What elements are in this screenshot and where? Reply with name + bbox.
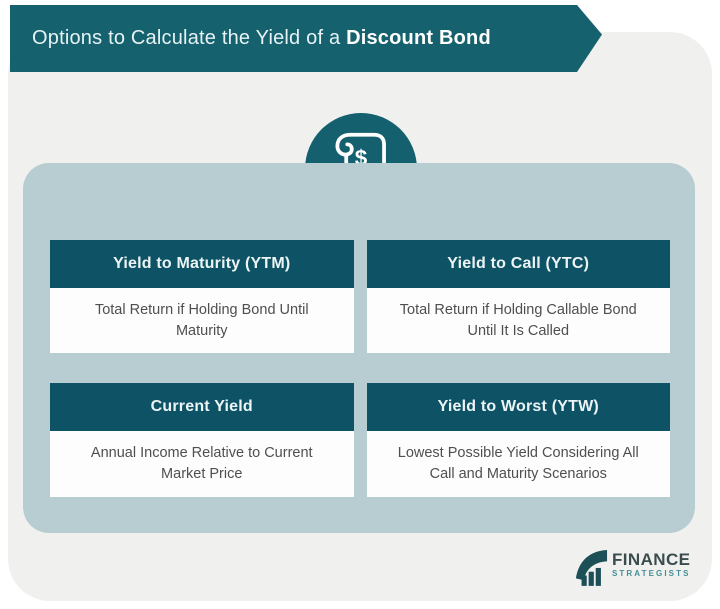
- card-header: Current Yield: [50, 383, 354, 431]
- page-title: Options to Calculate the Yield of a Disc…: [10, 27, 491, 50]
- logo-mark-icon: [575, 550, 608, 586]
- title-text: Options to Calculate the Yield of a: [32, 27, 347, 49]
- logo-wordmark: FINANCE STRATEGISTS: [612, 550, 691, 579]
- card-body: Annual Income Relative to Current Market…: [50, 431, 354, 497]
- card-header: Yield to Worst (YTW): [366, 383, 670, 431]
- logo-finance-text: FINANCE: [612, 550, 691, 569]
- logo-strategists-text: STRATEGISTS: [612, 569, 691, 578]
- card-title: Current Yield: [150, 398, 253, 415]
- card-yield-to-worst: Yield to Worst (YTW) Lowest Possible Yie…: [366, 383, 670, 497]
- card-body: Total Return if Holding Bond Until Matur…: [50, 288, 354, 353]
- card-title: Yield to Worst (YTW): [437, 398, 599, 415]
- card-body: Total Return if Holding Callable Bond Un…: [366, 288, 670, 353]
- card-description: Lowest Possible Yield Considering All Ca…: [397, 445, 639, 482]
- card-title: Yield to Call (YTC): [447, 255, 590, 272]
- card-title: Yield to Maturity (YTM): [113, 255, 291, 272]
- card-body: Lowest Possible Yield Considering All Ca…: [366, 431, 670, 497]
- card-yield-to-call: Yield to Call (YTC) Total Return if Hold…: [366, 240, 670, 353]
- card-header: Yield to Maturity (YTM): [50, 240, 354, 288]
- card-header: Yield to Call (YTC): [366, 240, 670, 288]
- card-current-yield: Current Yield Annual Income Relative to …: [50, 383, 354, 497]
- title-banner: Options to Calculate the Yield of a Disc…: [10, 5, 602, 72]
- title-text-bold: Discount Bond: [346, 27, 491, 49]
- card-yield-to-maturity: Yield to Maturity (YTM) Total Return if …: [50, 240, 354, 353]
- card-description: Total Return if Holding Callable Bond Un…: [399, 301, 637, 339]
- card-description: Total Return if Holding Bond Until Matur…: [94, 301, 309, 339]
- card-description: Annual Income Relative to Current Market…: [90, 445, 313, 482]
- brand-logo: FINANCE STRATEGISTS: [574, 548, 691, 586]
- content-panel: Yield to Maturity (YTM) Total Return if …: [23, 163, 695, 533]
